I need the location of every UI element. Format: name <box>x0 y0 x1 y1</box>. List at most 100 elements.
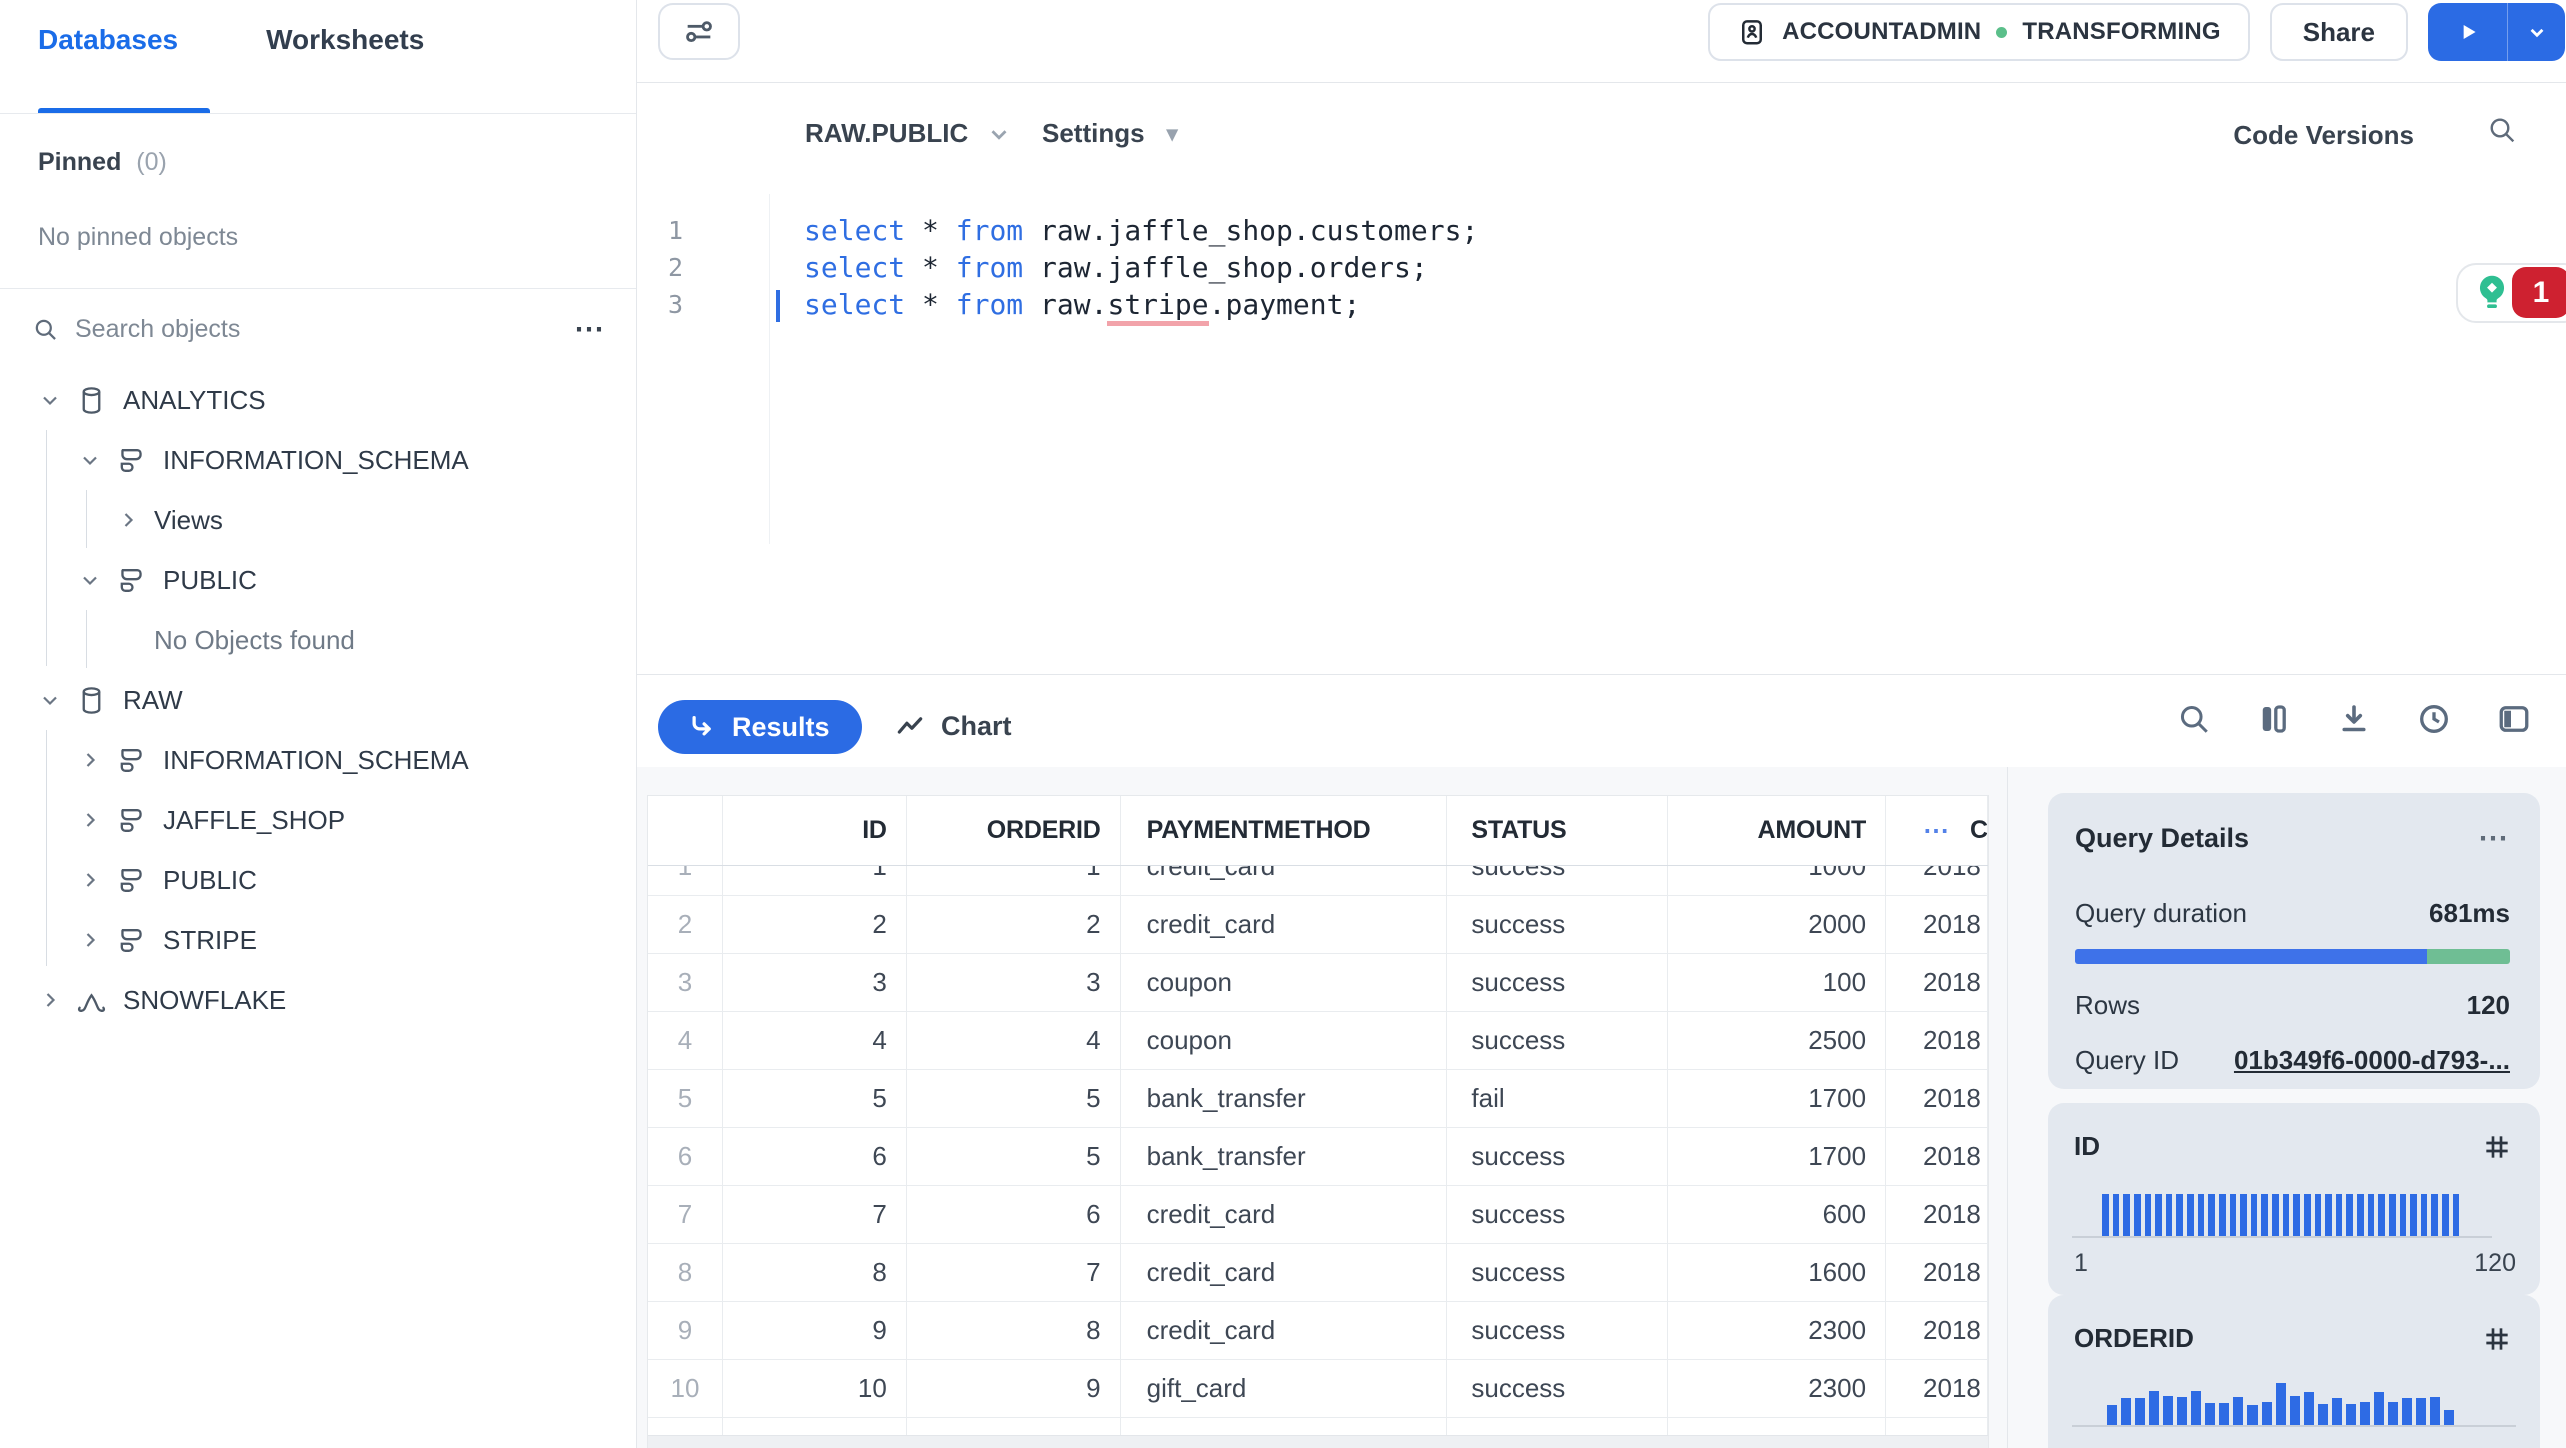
table-cell[interactable]: 2018 <box>1886 1186 1988 1243</box>
code-text[interactable]: select * from raw.jaffle_shop.customers;… <box>804 212 1479 326</box>
table-cell[interactable]: 7 <box>723 1186 907 1243</box>
table-cell[interactable]: 3 <box>907 954 1121 1011</box>
table-cell[interactable]: bank_transfer <box>1121 1128 1448 1185</box>
table-cell[interactable]: 6 <box>723 1128 907 1185</box>
table-row[interactable]: 3 3 3 coupon success 100 2018 <box>648 954 1988 1012</box>
table-cell[interactable] <box>1447 1418 1669 1448</box>
table-cell[interactable]: 2500 <box>1668 1012 1887 1069</box>
table-cell[interactable]: 2018 <box>1886 1244 1988 1301</box>
row-number[interactable] <box>648 1418 723 1448</box>
tree-item-public[interactable]: PUBLIC <box>0 550 636 610</box>
table-cell[interactable]: 2300 <box>1668 1302 1887 1359</box>
query-id-link[interactable]: 01b349f6-0000-d793-... <box>2233 1045 2510 1075</box>
table-cell[interactable] <box>723 1418 907 1448</box>
table-cell[interactable] <box>907 1418 1121 1448</box>
table-cell[interactable]: 7 <box>907 1244 1121 1301</box>
row-number[interactable]: 3 <box>648 954 723 1011</box>
run-button[interactable] <box>2428 3 2507 61</box>
table-cell[interactable]: success <box>1447 1186 1669 1243</box>
table-cell[interactable]: fail <box>1447 1070 1669 1127</box>
table-cell[interactable]: success <box>1447 1302 1669 1359</box>
row-number[interactable]: 2 <box>648 896 723 953</box>
table-row[interactable]: 2 2 2 credit_card success 2000 2018 <box>648 896 1988 954</box>
table-row[interactable]: 5 5 5 bank_transfer fail 1700 2018 <box>648 1070 1988 1128</box>
table-cell[interactable]: 9 <box>907 1360 1121 1417</box>
chevron-right-icon[interactable] <box>78 808 102 832</box>
row-number[interactable]: 10 <box>648 1360 723 1417</box>
split-panel-icon[interactable] <box>2496 701 2532 737</box>
column-header-created[interactable]: ⋯ CREATED <box>1886 796 1988 865</box>
table-row[interactable]: 6 6 5 bank_transfer success 1700 2018 <box>648 1128 1988 1186</box>
chevron-down-icon[interactable] <box>38 688 62 712</box>
context-selector-button[interactable]: ACCOUNTADMIN TRANSFORMING <box>1708 3 2250 61</box>
chevron-down-icon[interactable] <box>78 568 102 592</box>
tree-item-public[interactable]: PUBLIC <box>0 850 636 910</box>
hash-icon[interactable] <box>2481 1323 2513 1355</box>
table-cell[interactable]: 8 <box>723 1244 907 1301</box>
table-row[interactable]: 4 4 4 coupon success 2500 2018 <box>648 1012 1988 1070</box>
editor-search-icon[interactable] <box>2486 114 2518 146</box>
column-header-paymentmethod[interactable]: PAYMENTMETHOD <box>1121 796 1448 865</box>
table-cell[interactable]: credit_card <box>1121 896 1448 953</box>
settings-dropdown[interactable]: Settings ▾ <box>1042 118 1178 149</box>
table-cell[interactable]: 2018 <box>1886 1360 1988 1417</box>
table-cell[interactable]: 2018 <box>1886 1302 1988 1359</box>
search-results-icon[interactable] <box>2176 701 2212 737</box>
row-number[interactable]: 6 <box>648 1128 723 1185</box>
worksheet-config-button[interactable] <box>658 3 740 60</box>
hash-icon[interactable] <box>2481 1131 2513 1163</box>
table-cell[interactable]: 2018 <box>1886 1128 1988 1185</box>
row-number[interactable]: 4 <box>648 1012 723 1069</box>
run-options-button[interactable] <box>2507 3 2565 61</box>
table-cell[interactable]: 5 <box>907 1070 1121 1127</box>
hidden-columns-icon[interactable]: ⋯ <box>1923 815 1951 845</box>
row-number[interactable]: 9 <box>648 1302 723 1359</box>
table-cell[interactable]: success <box>1447 954 1669 1011</box>
table-cell[interactable]: 2018 <box>1886 954 1988 1011</box>
tab-chart[interactable]: Chart <box>895 711 1012 742</box>
table-cell[interactable]: 600 <box>1668 1186 1887 1243</box>
table-cell[interactable] <box>1668 1418 1887 1448</box>
sidebar-more-icon[interactable]: ⋯ <box>574 312 606 346</box>
share-button[interactable]: Share <box>2269 3 2408 61</box>
tree-item-stripe[interactable]: STRIPE <box>0 910 636 970</box>
table-cell[interactable]: success <box>1447 896 1669 953</box>
column-header-rownum[interactable] <box>648 796 723 865</box>
table-cell[interactable]: 2018 <box>1886 1070 1988 1127</box>
table-cell[interactable]: 1700 <box>1668 1070 1887 1127</box>
table-cell[interactable]: 1700 <box>1668 1128 1887 1185</box>
row-number[interactable]: 7 <box>648 1186 723 1243</box>
table-cell[interactable]: 100 <box>1668 954 1887 1011</box>
search-objects-input[interactable]: Search objects <box>75 315 241 343</box>
chevron-right-icon[interactable] <box>38 988 62 1012</box>
table-cell[interactable]: 3 <box>723 954 907 1011</box>
tree-item-views[interactable]: Views <box>0 490 636 550</box>
table-cell[interactable]: gift_card <box>1121 1360 1448 1417</box>
chevron-down-icon[interactable] <box>78 448 102 472</box>
table-cell[interactable]: 2300 <box>1668 1360 1887 1417</box>
table-cell[interactable]: 5 <box>723 1070 907 1127</box>
code-line[interactable]: select * from raw.stripe.payment; <box>804 286 1478 326</box>
download-icon[interactable] <box>2336 701 2372 737</box>
query-details-more-icon[interactable]: ⋯ <box>2478 821 2510 855</box>
table-cell[interactable]: 2018 <box>1886 1012 1988 1069</box>
table-cell[interactable]: 2 <box>723 896 907 953</box>
code-line[interactable]: select * from raw.jaffle_shop.customers; <box>804 214 1479 247</box>
table-cell[interactable]: coupon <box>1121 1012 1448 1069</box>
tree-item-snowflake[interactable]: SNOWFLAKE <box>0 970 636 1030</box>
table-cell[interactable]: credit_card <box>1121 1244 1448 1301</box>
table-row[interactable]: 10 10 9 gift_card success 2300 2018 <box>648 1360 1988 1418</box>
table-cell[interactable]: 5 <box>907 1128 1121 1185</box>
table-cell[interactable]: 4 <box>723 1012 907 1069</box>
table-cell[interactable]: success <box>1447 1012 1669 1069</box>
history-clock-icon[interactable] <box>2416 701 2452 737</box>
tree-item-information-schema[interactable]: INFORMATION_SCHEMA <box>0 430 636 490</box>
row-number[interactable]: 8 <box>648 1244 723 1301</box>
column-header-orderid[interactable]: ORDERID <box>907 796 1121 865</box>
tree-item-raw[interactable]: RAW <box>0 670 636 730</box>
columns-icon[interactable] <box>2256 701 2292 737</box>
chevron-down-icon[interactable] <box>38 388 62 412</box>
table-cell[interactable]: 1600 <box>1668 1244 1887 1301</box>
database-schema-selector[interactable]: RAW.PUBLIC <box>805 118 1012 149</box>
